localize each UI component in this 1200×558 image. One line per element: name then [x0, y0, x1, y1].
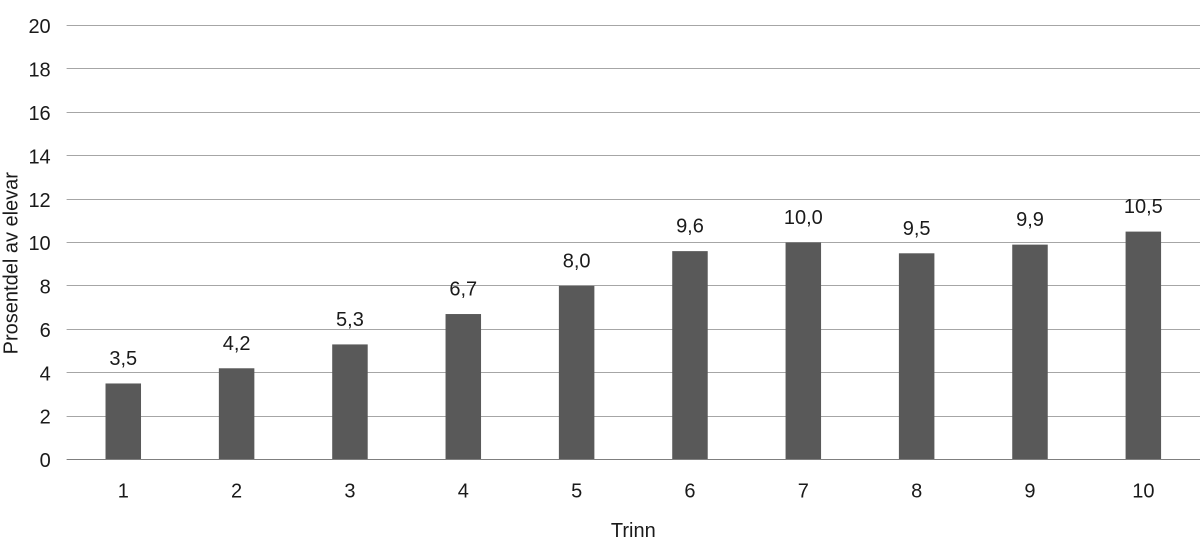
svg-text:8: 8: [911, 481, 922, 503]
svg-text:12: 12: [28, 190, 50, 212]
svg-text:Trinn: Trinn: [611, 520, 656, 542]
svg-text:10: 10: [1132, 481, 1154, 503]
svg-text:18: 18: [28, 60, 50, 82]
svg-text:5: 5: [571, 481, 582, 503]
svg-text:10: 10: [28, 233, 50, 255]
svg-text:16: 16: [28, 103, 50, 125]
svg-text:10,0: 10,0: [784, 207, 823, 229]
svg-text:5,3: 5,3: [336, 309, 364, 331]
svg-text:2: 2: [231, 481, 242, 503]
svg-text:6,7: 6,7: [449, 279, 477, 301]
svg-text:10,5: 10,5: [1124, 196, 1163, 218]
svg-text:6: 6: [684, 481, 695, 503]
svg-text:Prosentdel av elevar: Prosentdel av elevar: [1, 172, 23, 355]
svg-text:3,5: 3,5: [109, 348, 137, 370]
svg-text:9,9: 9,9: [1016, 209, 1044, 231]
svg-text:6: 6: [40, 320, 51, 342]
svg-text:20: 20: [28, 16, 50, 38]
svg-text:8: 8: [40, 277, 51, 299]
svg-text:0: 0: [40, 450, 51, 472]
svg-text:4: 4: [40, 363, 51, 385]
svg-text:4,2: 4,2: [223, 333, 251, 355]
svg-text:8,0: 8,0: [563, 250, 591, 272]
svg-text:3: 3: [344, 481, 355, 503]
svg-text:1: 1: [118, 481, 129, 503]
svg-text:9: 9: [1024, 481, 1035, 503]
svg-text:4: 4: [458, 481, 469, 503]
svg-text:14: 14: [28, 146, 50, 168]
svg-text:7: 7: [798, 481, 809, 503]
svg-text:9,6: 9,6: [676, 216, 704, 238]
svg-text:9,5: 9,5: [903, 218, 931, 240]
svg-text:2: 2: [40, 407, 51, 429]
